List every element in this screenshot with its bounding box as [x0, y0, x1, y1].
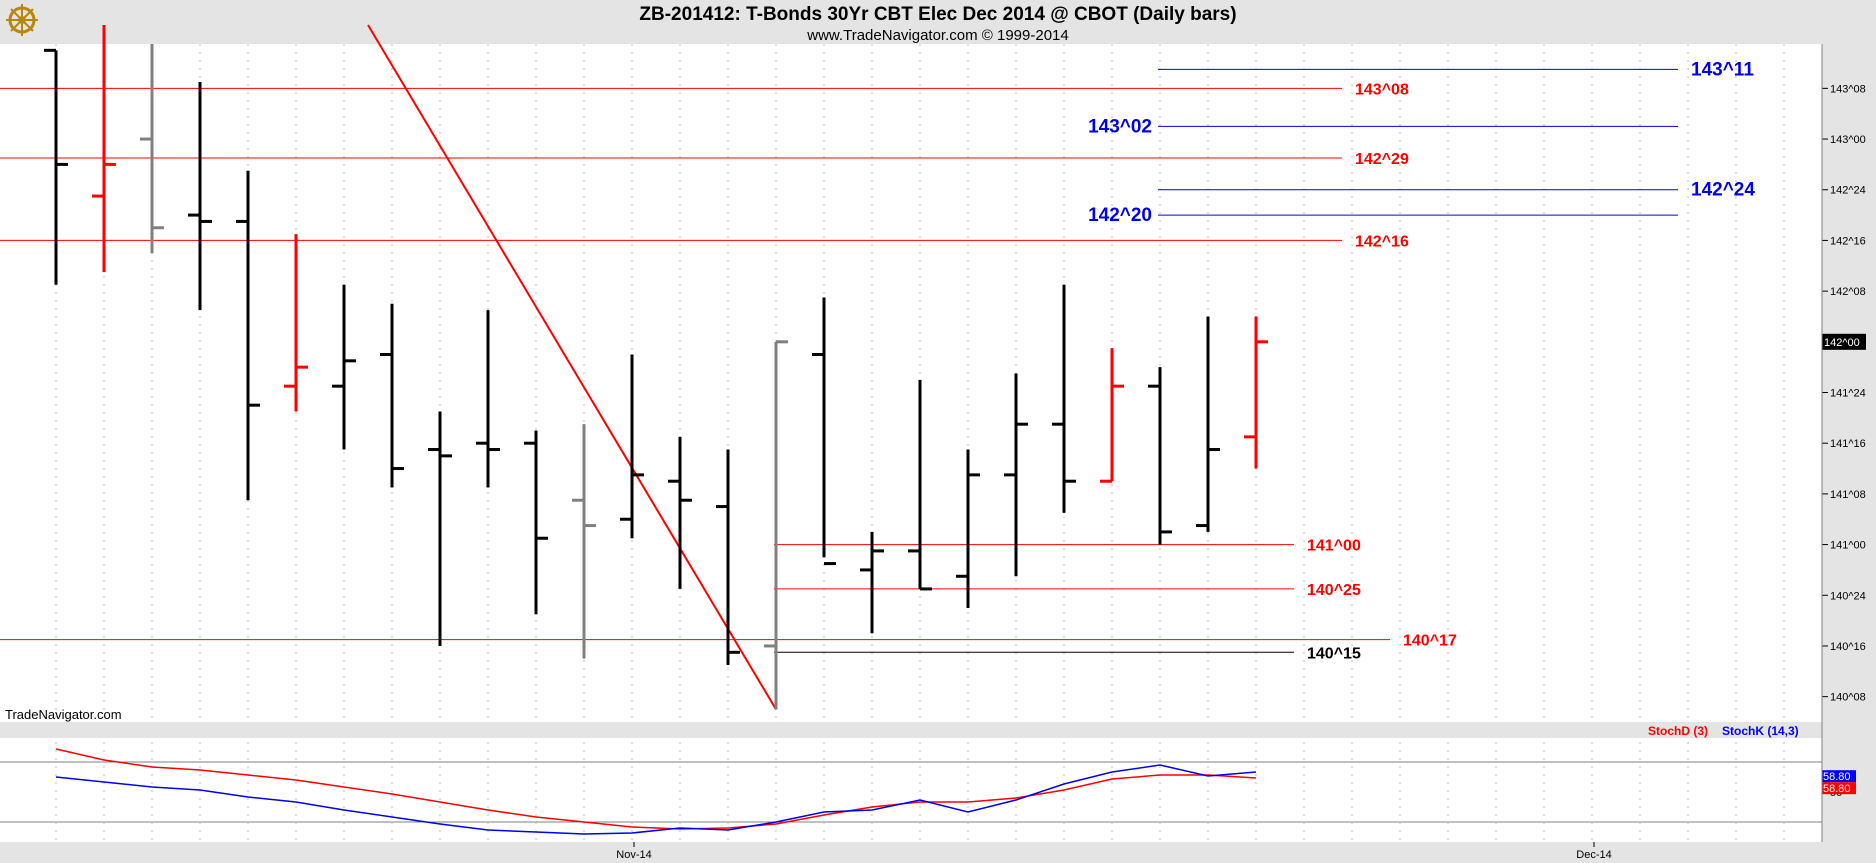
ohlc-bar — [812, 297, 836, 566]
ohlc-bar — [764, 340, 788, 710]
current-price-label: 142^00 — [1824, 337, 1860, 349]
ohlc-bar — [236, 170, 260, 501]
panel-separator — [0, 722, 1822, 738]
date-tick-label: Dec-14 — [1576, 849, 1611, 861]
price-tick-label: 140^16 — [1830, 641, 1866, 653]
ohlc-bar — [476, 310, 500, 488]
level-label: 140^15 — [1307, 645, 1361, 662]
watermark: TradeNavigator.com — [5, 707, 122, 722]
level-label: 143^11 — [1691, 59, 1754, 80]
ohlc-bar — [908, 379, 932, 591]
ohlc-bar — [572, 424, 596, 659]
price-tick-label: 141^00 — [1830, 540, 1866, 552]
price-tick-label: 140^08 — [1830, 692, 1866, 704]
stoch-d-value-box — [1822, 782, 1856, 795]
price-tick-label: 142^16 — [1830, 235, 1866, 247]
level-label: 140^17 — [1403, 633, 1457, 650]
price-tick-label: 143^00 — [1830, 134, 1866, 146]
date-axis: Nov-14 Dec-14 — [616, 842, 1612, 861]
price-plot: 143^11 143^08 143^02 142^29 142^24 142^20 142^… — [0, 24, 1866, 722]
ohlc-bar — [524, 430, 548, 615]
level-label: 143^02 — [1088, 116, 1152, 137]
stoch-series-line — [55, 748, 1257, 830]
price-axis: 143^08 143^00 142^24 142^16 142^08 142^00 141^… — [1822, 83, 1866, 704]
level-label: 140^25 — [1307, 582, 1361, 599]
price-axis-panel — [1822, 44, 1876, 863]
ohlc-bar — [380, 303, 404, 488]
price-tick-label: 141^08 — [1830, 489, 1866, 501]
level-label: 142^20 — [1088, 205, 1152, 226]
ohlc-bar — [1244, 316, 1268, 469]
ohlc-bar — [428, 411, 452, 646]
ohlc-bar — [92, 24, 116, 273]
ohlc-bar — [284, 234, 308, 412]
ohlc-bar — [668, 436, 692, 589]
date-tick-label: Nov-14 — [616, 849, 651, 861]
stoch-series-line — [55, 764, 1257, 835]
ohlc-bar — [1004, 373, 1028, 577]
level-label: 141^00 — [1307, 538, 1361, 555]
current-price-box — [1822, 333, 1866, 350]
stoch-d-value: 58.80 — [1823, 783, 1851, 795]
stochastic-gridlines — [0, 742, 1822, 842]
level-label: 143^08 — [1355, 81, 1409, 98]
stochastic-lines — [55, 748, 1257, 835]
ohlc-bar — [956, 449, 980, 608]
ohlc-bar — [1148, 367, 1172, 545]
ohlc-bar — [620, 354, 644, 539]
level-lines: 143^11 143^08 143^02 142^29 142^24 142^20 142^… — [0, 59, 1755, 662]
price-tick-label: 141^24 — [1830, 388, 1866, 400]
trendline — [367, 24, 777, 710]
ohlc-bar — [140, 44, 164, 254]
stoch-k-value-box — [1822, 770, 1856, 783]
chart-subtitle: www.TradeNavigator.com © 1999-2014 — [806, 27, 1068, 44]
ohlc-bar — [1196, 316, 1220, 532]
stoch-d-legend: StochD (3) — [1648, 724, 1708, 738]
ohlc-bar — [332, 284, 356, 450]
level-label: 142^16 — [1355, 233, 1409, 250]
date-axis-panel — [0, 842, 1876, 863]
level-label: 142^24 — [1691, 180, 1755, 201]
price-tick-label: 143^08 — [1830, 83, 1866, 95]
ohlc-bar — [716, 449, 740, 665]
trendline-segment — [367, 24, 777, 710]
chart-title: ZB-201412: T-Bonds 30Yr CBT Elec Dec 201… — [639, 4, 1236, 25]
ohlc-bar — [1100, 348, 1124, 483]
level-label: 142^29 — [1355, 151, 1409, 168]
stoch-k-value: 58.80 — [1823, 771, 1851, 783]
price-tick-label: 140^24 — [1830, 590, 1866, 602]
ohlc-bars — [44, 24, 1268, 710]
ohlc-bar — [188, 82, 212, 311]
ohlc-bar — [44, 48, 68, 285]
price-tick-label: 142^24 — [1830, 185, 1866, 197]
ohlc-bar — [1052, 284, 1076, 513]
ohlc-bar — [860, 531, 884, 634]
ship-wheel-logo-icon — [6, 4, 38, 36]
price-tick-label: 142^08 — [1830, 286, 1866, 298]
header-band — [0, 0, 1876, 44]
price-tick-label: 141^16 — [1830, 438, 1866, 450]
stoch-k-legend: StochK (14,3) — [1722, 724, 1799, 738]
